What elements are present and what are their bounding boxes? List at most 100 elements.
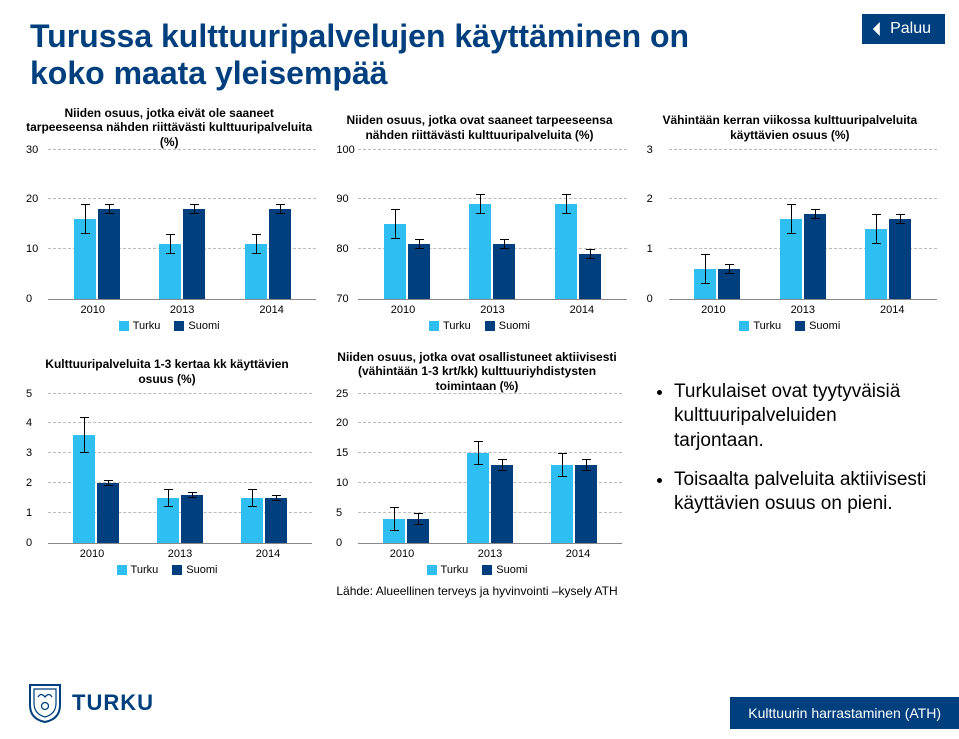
- chart-title: Niiden osuus, jotka ovat osallistuneet a…: [332, 350, 622, 394]
- legend-label: Turku: [441, 564, 469, 576]
- legend: TurkuSuomi: [22, 320, 316, 332]
- legend: Turku Suomi: [643, 320, 937, 332]
- error-bar: [504, 239, 505, 249]
- y-tick: 5: [336, 507, 342, 519]
- x-labels: 201020132014: [358, 548, 622, 560]
- logo-text: TURKU: [72, 690, 154, 716]
- legend-swatch: [429, 321, 439, 331]
- legend-label: Turku: [753, 320, 781, 332]
- chart-title: Vähintään kerran viikossa kulttuuripalve…: [643, 106, 937, 150]
- y-tick: 3: [26, 447, 32, 459]
- bar-turku: [865, 229, 887, 299]
- turku-logo: TURKU: [28, 683, 154, 723]
- bar-suomi: [181, 495, 203, 543]
- error-bar: [109, 204, 110, 214]
- x-tick: 2013: [137, 304, 226, 316]
- back-label: Paluu: [890, 20, 931, 38]
- chart-c4: Kulttuuripalveluita 1-3 kertaa kk käyttä…: [22, 350, 312, 598]
- x-labels: 201020132014: [48, 304, 316, 316]
- y-tick: 2: [647, 193, 653, 205]
- legend-swatch: [119, 321, 129, 331]
- x-tick: 2013: [136, 548, 224, 560]
- bar-group: [54, 150, 139, 299]
- y-tick: 0: [26, 293, 32, 305]
- error-bar: [562, 453, 563, 477]
- error-bar: [502, 459, 503, 471]
- error-bar: [84, 417, 85, 453]
- bar-group: [364, 394, 448, 543]
- chart-plot: 0510152025: [358, 394, 622, 544]
- bar-turku: [383, 519, 405, 543]
- charts-row-top: Niiden osuus, jotka eivät ole saaneet ta…: [0, 106, 959, 332]
- legend-item-turku: Turku: [119, 320, 161, 332]
- bar-turku: [241, 498, 263, 543]
- y-tick: 0: [336, 537, 342, 549]
- error-bar: [192, 492, 193, 498]
- y-tick: 25: [336, 388, 348, 400]
- bar-group: [222, 394, 306, 543]
- legend-swatch: [795, 321, 805, 331]
- footer: TURKU Kulttuurin harrastaminen (ATH): [0, 669, 959, 739]
- x-labels: 201020132014: [48, 548, 312, 560]
- legend-label: Turku: [133, 320, 161, 332]
- chart-plot: 0102030: [48, 150, 316, 300]
- bar-suomi: [579, 254, 601, 299]
- bar-suomi: [183, 209, 205, 299]
- footer-band: Kulttuurin harrastaminen (ATH): [730, 697, 959, 729]
- y-tick: 3: [647, 144, 653, 156]
- legend-label: Turku: [443, 320, 471, 332]
- x-tick: 2014: [224, 548, 312, 560]
- y-tick: 30: [26, 144, 38, 156]
- bar-group: [535, 150, 620, 299]
- error-bar: [566, 194, 567, 214]
- bar-suomi: [889, 219, 911, 299]
- legend-item-suomi: Suomi: [172, 564, 217, 576]
- bar-turku: [157, 498, 179, 543]
- error-bar: [394, 507, 395, 531]
- y-tick: 2: [26, 477, 32, 489]
- y-tick: 90: [336, 193, 348, 205]
- error-bar: [478, 441, 479, 465]
- x-tick: 2013: [758, 304, 847, 316]
- bar-group: [450, 150, 535, 299]
- legend-label: Suomi: [809, 320, 840, 332]
- legend-item-turku: Turku: [739, 320, 781, 332]
- y-tick: 100: [336, 144, 354, 156]
- y-tick: 70: [336, 293, 348, 305]
- y-tick: 4: [26, 417, 32, 429]
- y-tick: 10: [336, 477, 348, 489]
- bar-suomi: [491, 465, 513, 543]
- chart-c2: Niiden osuus, jotka ovat saaneet tarpees…: [332, 106, 626, 332]
- bar-turku: [159, 244, 181, 299]
- x-labels: 201020132014: [358, 304, 626, 316]
- y-tick: 10: [26, 243, 38, 255]
- chart-title: Niiden osuus, jotka ovat saaneet tarpees…: [332, 106, 626, 150]
- bar-suomi: [98, 209, 120, 299]
- bar-group: [532, 394, 616, 543]
- bar-group: [675, 150, 760, 299]
- error-bar: [85, 204, 86, 234]
- bullet-item: Toisaalta palveluita aktiivisesti käyttä…: [674, 468, 927, 517]
- bar-group: [139, 150, 224, 299]
- x-tick: 2010: [669, 304, 758, 316]
- charts-row-bottom: Kulttuuripalveluita 1-3 kertaa kk käyttä…: [0, 332, 959, 598]
- bar-suomi: [493, 244, 515, 299]
- y-tick: 20: [336, 417, 348, 429]
- legend-label: Suomi: [499, 320, 530, 332]
- chart-title: Niiden osuus, jotka eivät ole saaneet ta…: [22, 106, 316, 150]
- y-tick: 0: [26, 537, 32, 549]
- bar-group: [448, 394, 532, 543]
- x-tick: 2014: [537, 304, 626, 316]
- error-bar: [900, 214, 901, 224]
- legend-item-suomi: Suomi: [482, 564, 527, 576]
- error-bar: [705, 254, 706, 284]
- error-bar: [586, 459, 587, 471]
- y-tick: 5: [26, 388, 32, 400]
- error-bar: [276, 495, 277, 501]
- bar-turku: [551, 465, 573, 543]
- y-tick: 15: [336, 447, 348, 459]
- error-bar: [280, 204, 281, 214]
- chart-c3: Vähintään kerran viikossa kulttuuripalve…: [643, 106, 937, 332]
- bar-suomi: [407, 519, 429, 543]
- back-button[interactable]: Paluu: [862, 14, 945, 44]
